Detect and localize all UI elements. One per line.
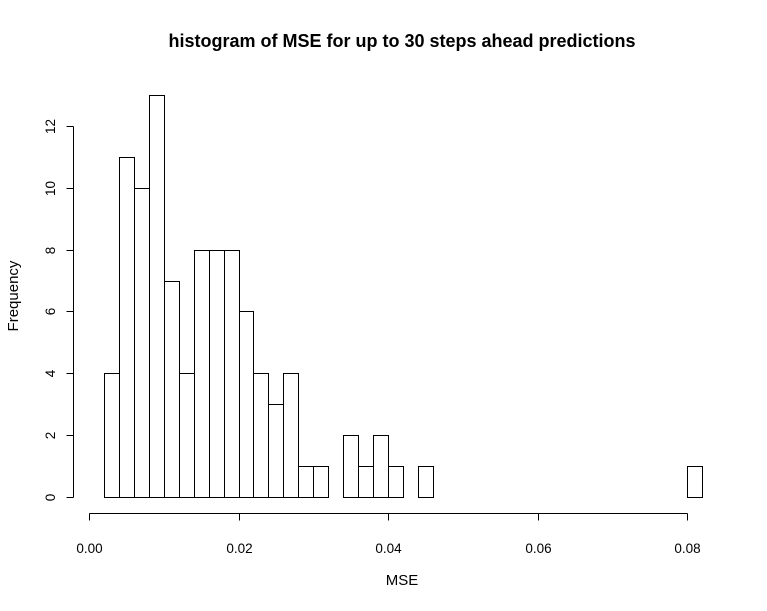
histogram-bar xyxy=(119,157,135,498)
y-tick-label: 12 xyxy=(43,119,58,134)
histogram-bar xyxy=(343,435,359,498)
histogram-bar xyxy=(373,435,389,498)
y-axis: 0 2 4 6 8 10 12 xyxy=(43,119,74,501)
histogram-bar xyxy=(298,466,314,498)
x-tick-label: 0.08 xyxy=(674,541,700,556)
histogram-bar xyxy=(164,281,180,498)
histogram-bar xyxy=(134,188,150,498)
histogram-bar xyxy=(687,466,703,498)
x-axis-label: MSE xyxy=(386,572,419,589)
y-axis-label: Frequency xyxy=(5,260,22,331)
histogram-bar xyxy=(179,373,195,498)
x-tick-label: 0.06 xyxy=(525,541,551,556)
histogram-bar xyxy=(358,466,374,498)
histogram-bar xyxy=(253,373,269,498)
histogram-bar xyxy=(418,466,434,498)
y-tick-label: 4 xyxy=(43,369,58,377)
x-tick-label: 0.00 xyxy=(76,541,102,556)
y-tick-label: 2 xyxy=(43,432,58,440)
histogram-bar xyxy=(283,373,299,498)
histogram-bar xyxy=(388,466,404,498)
y-tick-label: 0 xyxy=(43,494,58,502)
histogram-bar xyxy=(209,250,225,498)
histogram-bar xyxy=(104,373,120,498)
histogram-bar xyxy=(268,404,284,498)
histogram-bar xyxy=(224,250,240,498)
histogram-bars xyxy=(104,95,703,498)
y-tick-label: 10 xyxy=(43,181,58,196)
chart-title: histogram of MSE for up to 30 steps ahea… xyxy=(168,31,635,51)
x-axis: 0.00 0.02 0.04 0.06 0.08 xyxy=(76,513,701,556)
x-tick-label: 0.02 xyxy=(226,541,252,556)
y-tick-label: 8 xyxy=(43,247,58,255)
x-tick-label: 0.04 xyxy=(375,541,402,556)
y-tick-label: 6 xyxy=(43,308,58,316)
histogram-bar xyxy=(194,250,210,498)
histogram-bar xyxy=(149,95,165,498)
histogram-bar xyxy=(313,466,329,498)
histogram-bar xyxy=(239,311,254,498)
